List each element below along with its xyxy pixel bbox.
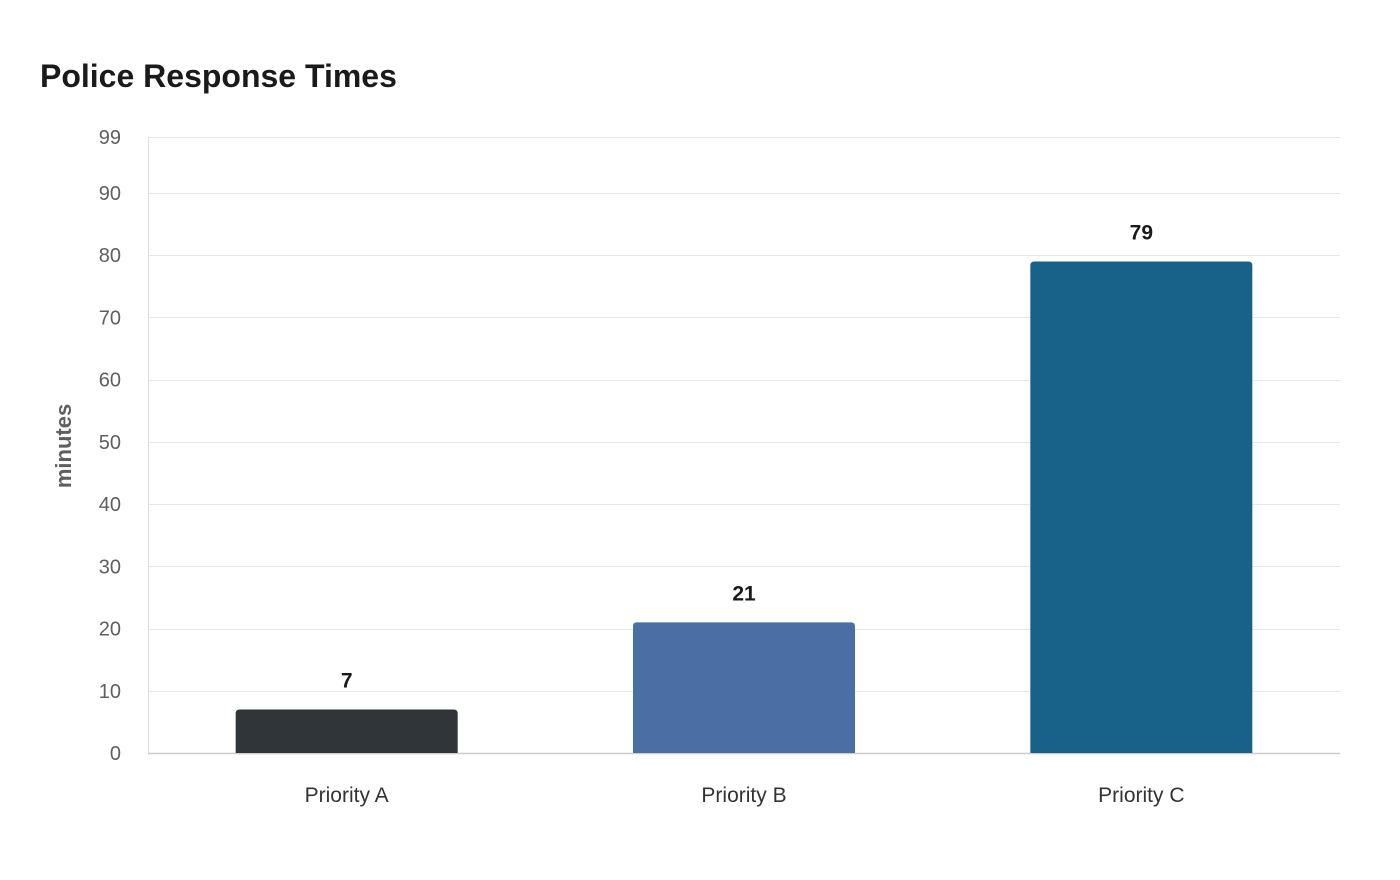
y-tick-label: 70 — [99, 307, 121, 329]
y-axis-title: minutes — [51, 404, 76, 488]
y-tick-label: 20 — [99, 619, 121, 641]
y-tick-label: 10 — [99, 681, 121, 703]
x-tick-label: Priority B — [701, 784, 786, 807]
bar-priority-a — [235, 709, 458, 753]
y-tick-label: 80 — [99, 245, 121, 267]
y-tick-label: 40 — [99, 494, 121, 516]
y-tick-label: 99 — [99, 127, 121, 149]
data-label: 79 — [1130, 221, 1153, 244]
axes — [148, 137, 1340, 755]
y-tick-labels: 0 10 20 30 40 50 60 70 80 90 99 — [99, 127, 121, 765]
data-label: 7 — [341, 669, 353, 692]
bar-priority-c — [1030, 261, 1253, 753]
data-labels: 7 21 79 — [341, 221, 1153, 692]
y-tick-label: 60 — [99, 370, 121, 392]
y-tick-label: 0 — [110, 743, 121, 765]
y-tick-label: 30 — [99, 556, 121, 578]
chart-title: Police Response Times — [40, 58, 397, 94]
bar-priority-b — [633, 622, 855, 753]
data-label: 21 — [732, 582, 756, 605]
y-tick-label: 50 — [99, 432, 121, 454]
x-tick-label: Priority C — [1098, 784, 1184, 807]
bars — [235, 261, 1253, 753]
y-tick-label: 90 — [99, 183, 121, 205]
x-tick-label: Priority A — [305, 784, 389, 807]
category-labels: Priority A Priority B Priority C — [305, 784, 1185, 807]
